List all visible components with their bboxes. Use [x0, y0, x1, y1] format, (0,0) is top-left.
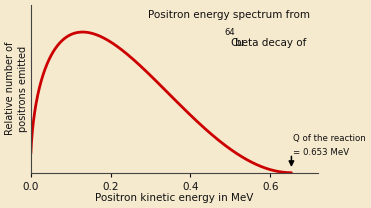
Text: 64: 64 — [224, 28, 235, 37]
Text: Positron energy spectrum from: Positron energy spectrum from — [148, 10, 309, 20]
Y-axis label: Relative number of
positrons emitted: Relative number of positrons emitted — [5, 42, 28, 135]
Text: beta decay of: beta decay of — [235, 38, 309, 48]
X-axis label: Positron kinetic energy in MeV: Positron kinetic energy in MeV — [95, 193, 254, 203]
Text: = 0.653 MeV: = 0.653 MeV — [293, 148, 349, 157]
Text: Cu: Cu — [230, 38, 244, 48]
Text: Q of the reaction: Q of the reaction — [293, 134, 366, 143]
